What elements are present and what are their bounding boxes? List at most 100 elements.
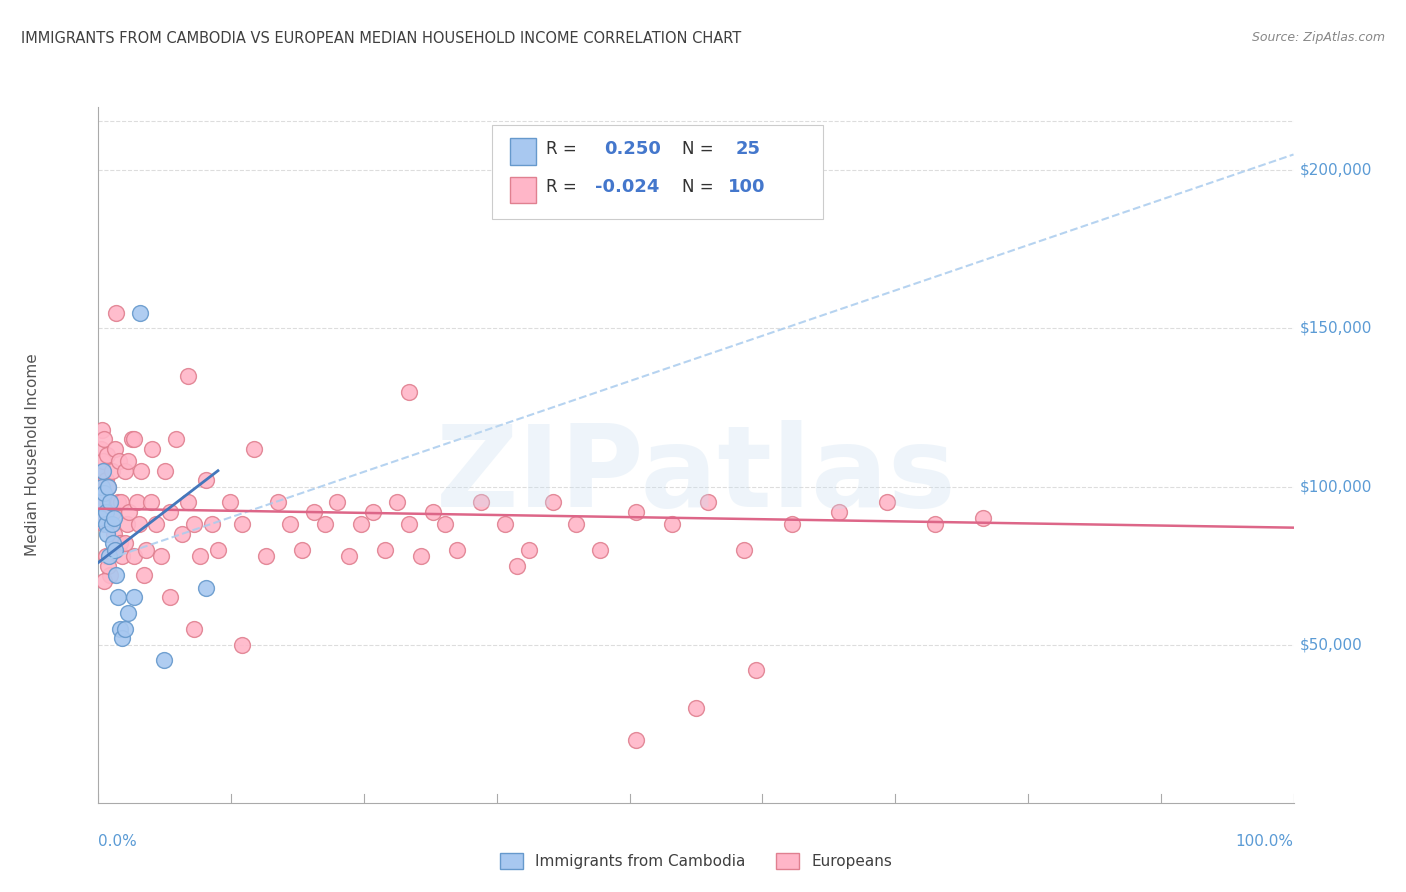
Point [114, 464, 136, 478]
Point [94, 505, 117, 519]
Point [131, 464, 153, 478]
Point [91, 454, 114, 468]
Point [105, 568, 128, 582]
Point [124, 432, 146, 446]
Point [89, 511, 111, 525]
Point [90, 486, 112, 500]
Point [374, 542, 396, 557]
Point [89, 464, 111, 478]
Point [219, 495, 242, 509]
Point [90, 495, 112, 509]
Point [98, 568, 122, 582]
Point [93, 432, 115, 446]
Point [103, 527, 125, 541]
Point [159, 505, 181, 519]
Point [254, 549, 277, 563]
Point [111, 632, 134, 646]
Text: R =: R = [546, 140, 576, 158]
Point [159, 591, 181, 605]
Point [685, 701, 707, 715]
Point [98, 549, 121, 563]
Point [94, 549, 117, 563]
Point [118, 505, 141, 519]
Point [302, 505, 325, 519]
Point [661, 517, 683, 532]
Point [172, 527, 194, 541]
Point [194, 581, 217, 595]
Point [117, 454, 139, 468]
Point [278, 517, 301, 532]
Point [398, 384, 420, 399]
Text: $50,000: $50,000 [1299, 637, 1362, 652]
Text: 25: 25 [735, 140, 761, 158]
Text: 0.0%: 0.0% [98, 834, 138, 849]
Point [411, 549, 433, 563]
Point [108, 536, 131, 550]
Point [337, 549, 360, 563]
Point [565, 517, 588, 532]
Text: -0.024: -0.024 [595, 178, 659, 196]
Point [91, 505, 114, 519]
Point [97, 558, 120, 573]
Point [91, 495, 114, 509]
Point [972, 511, 994, 525]
Point [93, 517, 115, 532]
Point [128, 517, 150, 532]
Text: $100,000: $100,000 [1299, 479, 1372, 494]
Point [876, 495, 898, 509]
Text: $200,000: $200,000 [1299, 163, 1372, 178]
Point [149, 549, 172, 563]
Point [194, 473, 217, 487]
Point [188, 549, 211, 563]
Point [177, 495, 200, 509]
Point [108, 622, 131, 636]
Point [924, 517, 946, 532]
Point [93, 486, 115, 500]
Point [105, 305, 128, 319]
Point [93, 574, 115, 589]
Point [101, 536, 124, 550]
Point [326, 495, 349, 509]
Point [111, 549, 134, 563]
Point [96, 527, 118, 541]
Point [470, 495, 492, 509]
Point [745, 663, 768, 677]
Point [201, 517, 224, 532]
Point [733, 542, 755, 557]
Point [96, 448, 118, 462]
Point [207, 542, 229, 557]
Point [104, 442, 127, 456]
Point [828, 505, 851, 519]
Point [780, 517, 803, 532]
Point [589, 542, 612, 557]
Text: ZIPatlas: ZIPatlas [436, 420, 956, 532]
Point [177, 368, 200, 383]
Point [101, 505, 124, 519]
Point [91, 479, 114, 493]
Point [517, 542, 540, 557]
Point [155, 464, 177, 478]
Point [97, 479, 120, 493]
Point [107, 495, 129, 509]
Point [90, 442, 112, 456]
Point [541, 495, 564, 509]
Point [129, 305, 152, 319]
Point [350, 517, 373, 532]
Point [231, 638, 253, 652]
Point [103, 511, 125, 525]
Point [115, 517, 138, 532]
Point [267, 495, 290, 509]
Point [91, 423, 114, 437]
Point [290, 542, 312, 557]
Point [141, 442, 163, 456]
Legend: Immigrants from Cambodia, Europeans: Immigrants from Cambodia, Europeans [494, 847, 898, 875]
Point [697, 495, 720, 509]
Point [363, 505, 385, 519]
Text: IMMIGRANTS FROM CAMBODIA VS EUROPEAN MEDIAN HOUSEHOLD INCOME CORRELATION CHART: IMMIGRANTS FROM CAMBODIA VS EUROPEAN MED… [21, 31, 741, 46]
Text: R =: R = [546, 178, 576, 196]
Point [107, 454, 129, 468]
Point [231, 517, 253, 532]
Point [624, 732, 647, 747]
Point [110, 495, 132, 509]
Point [104, 542, 127, 557]
